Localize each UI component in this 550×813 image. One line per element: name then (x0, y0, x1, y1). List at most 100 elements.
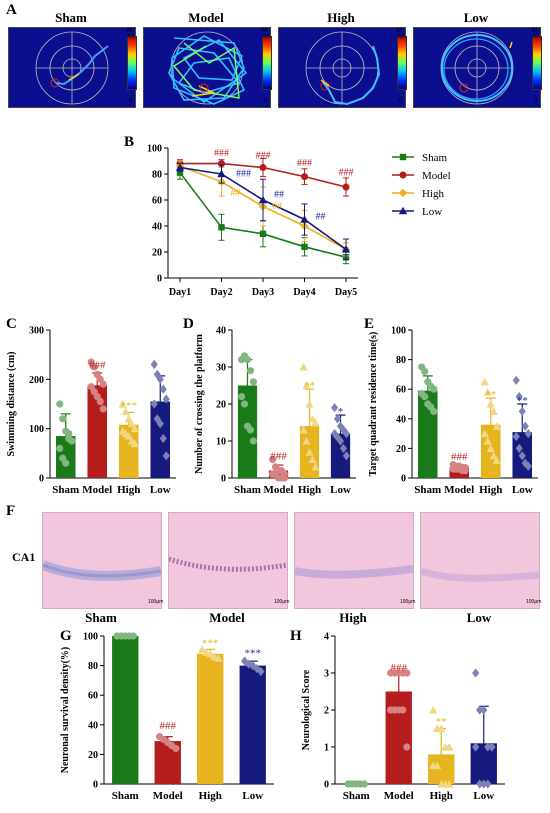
significance-label: ** (485, 389, 496, 401)
data-point (461, 467, 469, 475)
data-point (68, 437, 76, 445)
panel-letter-g: G (60, 628, 72, 644)
data-point (246, 426, 255, 434)
data-point (302, 381, 311, 390)
data-point (476, 779, 484, 789)
data-point (476, 705, 484, 715)
panel-letter-d: D (183, 316, 194, 332)
data-point (484, 779, 492, 789)
x-tick-label: Day5 (335, 287, 357, 298)
data-point (130, 439, 139, 448)
y-tick-label: 100 (29, 424, 44, 435)
significance-label: *** (202, 637, 219, 649)
data-point (299, 362, 308, 371)
y-tick-label: 0 (324, 780, 329, 791)
data-point (421, 393, 429, 401)
data-point (176, 169, 184, 176)
y-tick-label: 0 (39, 474, 44, 485)
histology-title-high: High (339, 610, 367, 625)
data-point (421, 367, 429, 376)
colorbar-min-1: 0 (129, 98, 133, 104)
y-tick-label: 40 (396, 414, 406, 425)
scale-label-4: 100μm (526, 599, 542, 605)
x-tick-label: High (117, 484, 140, 496)
scale-label-1: 100μm (148, 599, 164, 605)
bar-model (449, 467, 470, 478)
data-point (486, 444, 495, 452)
y-tick-label: 2 (324, 706, 329, 717)
data-point (486, 399, 495, 408)
data-point (268, 455, 277, 464)
legend-label: Low (422, 206, 442, 218)
panel-letter-a: A (6, 2, 17, 18)
data-point (480, 779, 488, 789)
significance-label: ### (214, 148, 229, 159)
legend-label: High (422, 188, 445, 200)
legend-marker (399, 171, 407, 179)
y-tick-label: 80 (396, 355, 406, 366)
bar-low (330, 433, 351, 478)
y-tick-label: 0 (157, 274, 162, 285)
data-point (518, 451, 526, 461)
y-tick-label: 200 (29, 375, 44, 386)
data-point (218, 224, 225, 231)
data-point (124, 431, 133, 440)
x-tick-label: Low (150, 484, 171, 496)
y-tick-label: 60 (152, 196, 162, 207)
data-point (480, 429, 489, 438)
data-point (336, 436, 345, 446)
bar-high (197, 653, 224, 784)
data-point (175, 163, 185, 171)
x-tick-label: High (430, 790, 453, 802)
data-point (445, 779, 454, 788)
data-point (512, 431, 520, 442)
data-point (430, 385, 438, 393)
colorbar-4 (532, 36, 542, 90)
data-point (484, 742, 492, 752)
y-tick-label: 0 (401, 474, 406, 485)
data-point (249, 437, 258, 445)
region-label-ca1: CA1 (12, 550, 36, 564)
y-tick-label: 20 (396, 444, 406, 455)
colorbar-min-3: 0 (399, 98, 403, 104)
data-point (489, 407, 498, 415)
data-point (518, 406, 526, 416)
x-tick-label: Low (512, 484, 533, 496)
x-tick-label: Day3 (252, 287, 274, 298)
data-point (99, 380, 107, 388)
x-tick-label: Model (82, 484, 112, 496)
data-point (243, 356, 252, 364)
histology-svg-low (421, 567, 539, 582)
y-axis-label: Swimming distance (cm) (6, 352, 17, 457)
data-point (342, 183, 350, 191)
y-tick-label: 0 (93, 780, 98, 791)
data-point (59, 415, 67, 423)
y-tick-label: 40 (216, 326, 226, 337)
x-tick-label: Low (242, 790, 263, 802)
colorbar-max-4: MAX (532, 28, 541, 40)
significance-label: * (338, 406, 344, 418)
y-tick-label: 80 (152, 170, 162, 181)
data-point (150, 359, 158, 370)
colorbar-min-4: 0 (534, 98, 538, 104)
y-tick-label: 60 (88, 691, 98, 702)
track-map-sham (8, 27, 136, 108)
data-point (429, 705, 438, 714)
data-point (217, 169, 226, 178)
track-title-low: Low (463, 10, 489, 25)
bar-chart-swimming-distance: 0 100 200 300 Swimming distance (cm) Sham Mode… (6, 326, 176, 496)
x-tick-label: Model (153, 790, 183, 802)
track-map-low (413, 27, 541, 108)
data-point (492, 456, 501, 464)
x-tick-label: Sham (343, 790, 370, 802)
histology-high (294, 512, 414, 609)
bar-high (118, 424, 139, 478)
data-point (150, 399, 158, 409)
data-point (129, 632, 137, 640)
data-point (90, 363, 98, 371)
histology-svg-model (169, 556, 287, 572)
histology-sham (42, 512, 162, 609)
x-tick-label: Day4 (293, 287, 315, 298)
histology-title-sham: Sham (85, 610, 117, 625)
x-tick-label: High (199, 790, 222, 802)
